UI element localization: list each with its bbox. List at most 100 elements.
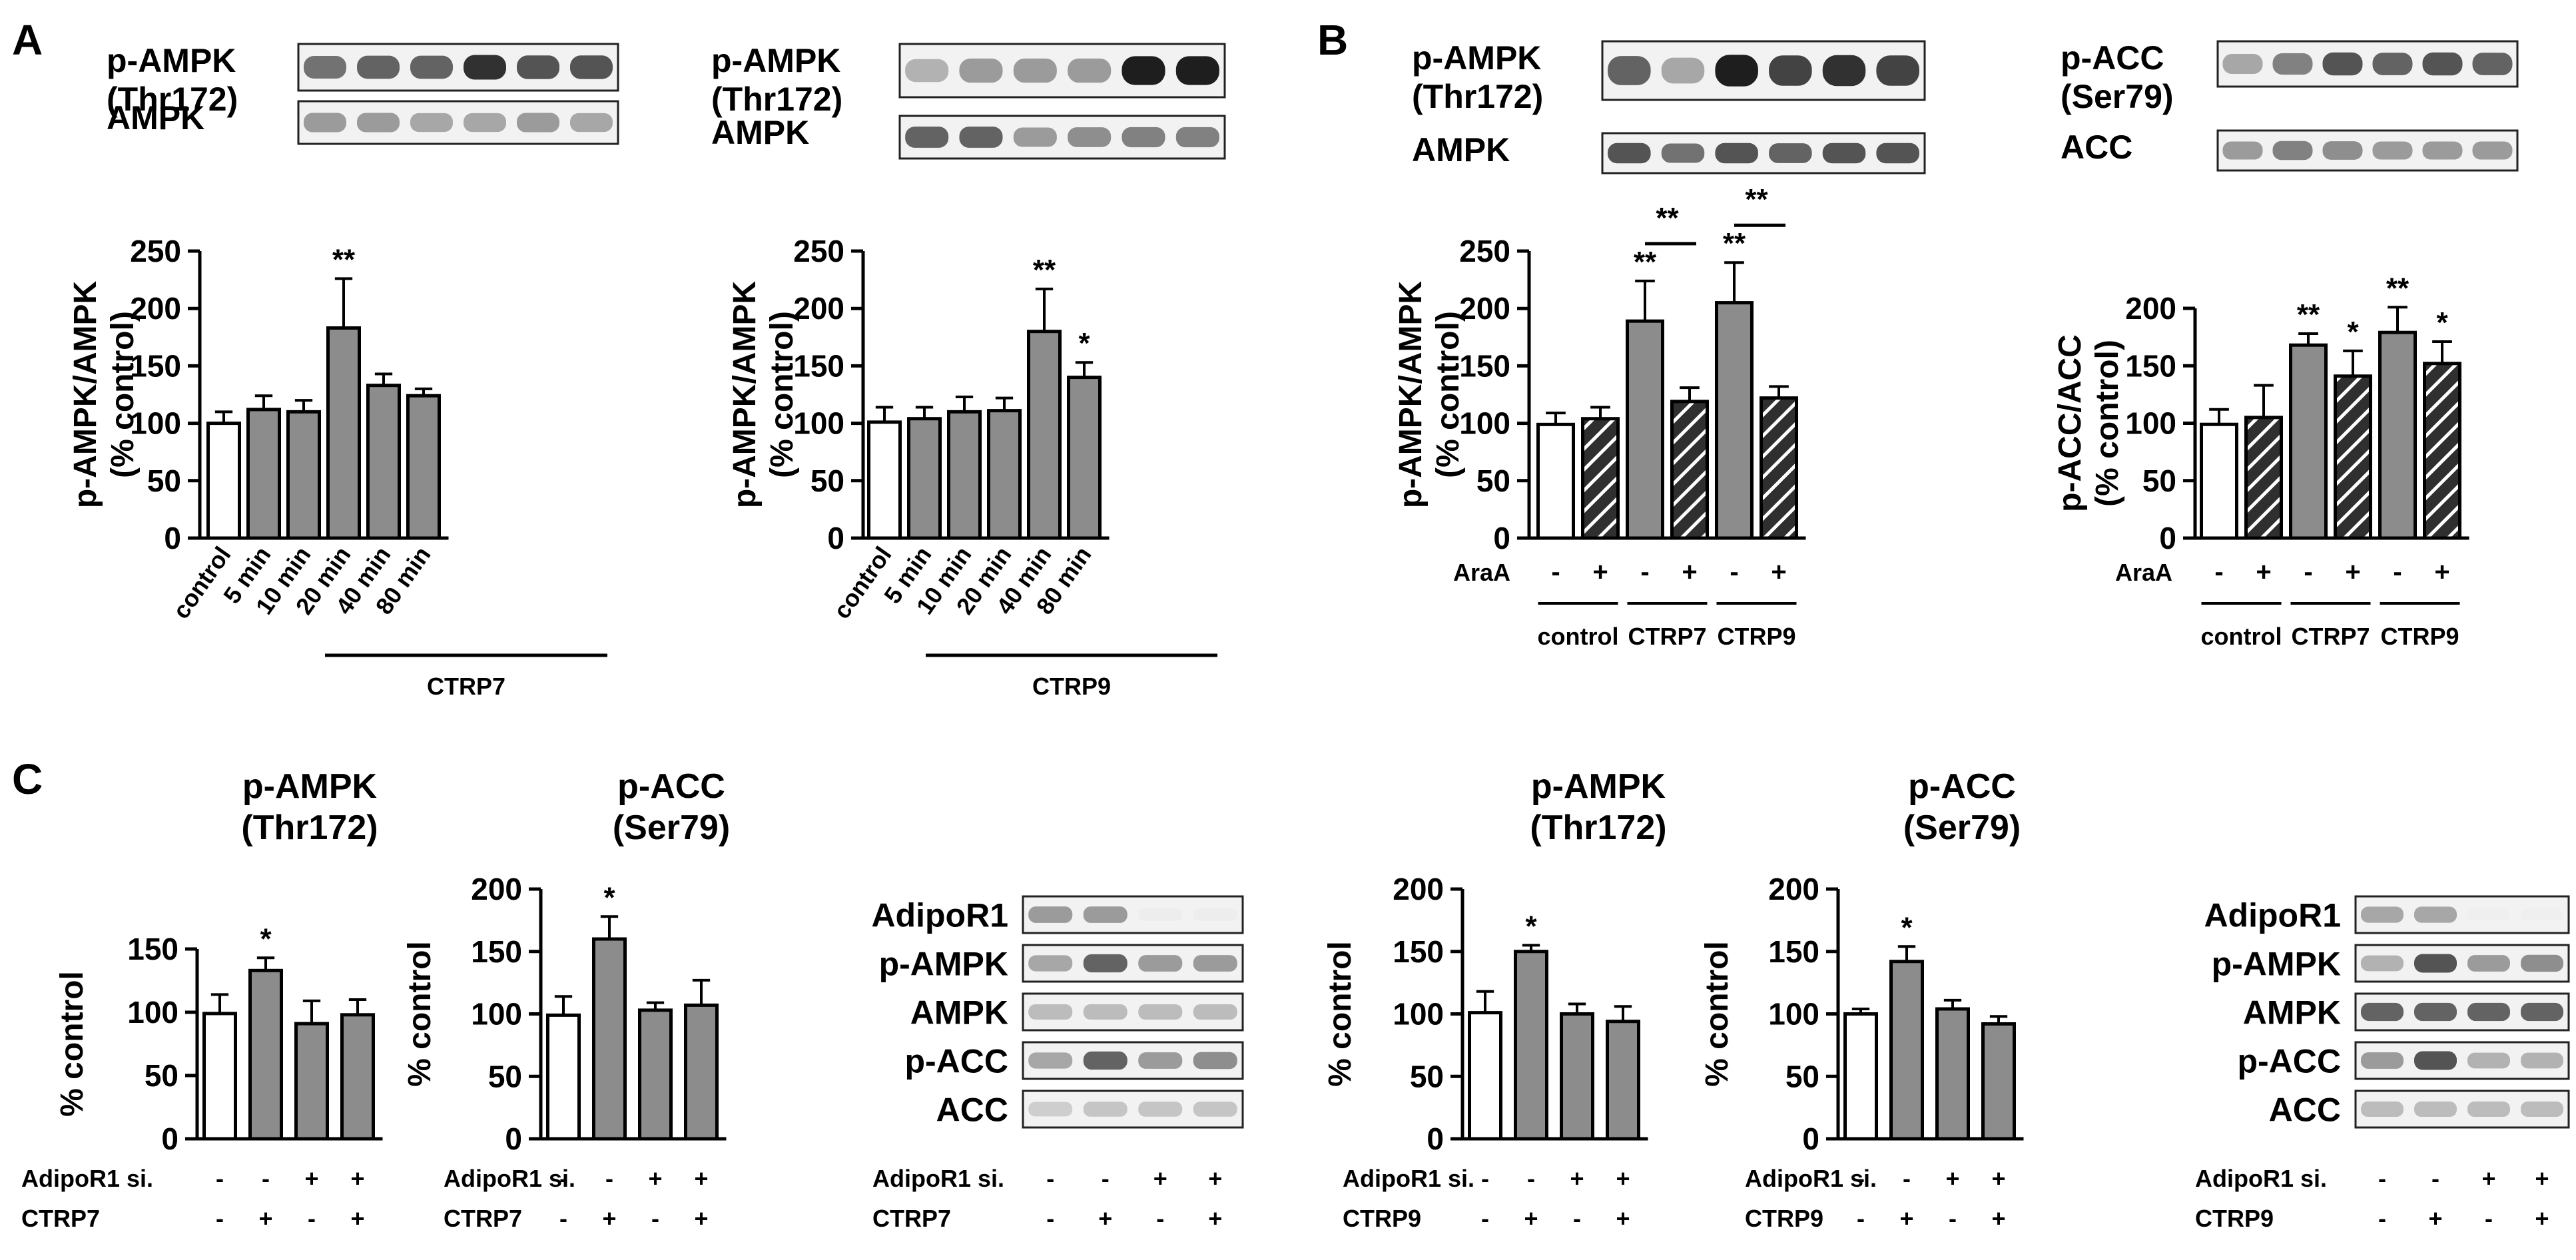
c-blots-2-cond-label: AdipoR1 si. (2195, 1165, 2327, 1192)
chart-b1-blot-0-band (1876, 55, 1919, 86)
chart-c2-y-tick-label: 150 (471, 934, 522, 969)
chart-a2-blot-0-band (1013, 58, 1057, 83)
chart-b2-category-label: - (2214, 557, 2223, 587)
c-blots-2-row-4-band (2467, 1101, 2510, 1117)
chart-c2-cond-mark: - (559, 1165, 567, 1192)
c-blots-1-row-0-band (1138, 908, 1183, 921)
chart-a1-blot-0-band (357, 55, 400, 79)
chart-b1-blot-1-band (1822, 143, 1866, 164)
chart-b1-blot-1-band (1876, 143, 1919, 164)
chart-a1-blot-label: (Thr172) (107, 81, 238, 118)
chart-b2-significance: ** (2297, 298, 2320, 331)
c-blots-2-row-0-band (2467, 908, 2510, 921)
chart-c2-cond-mark: - (651, 1205, 659, 1232)
chart-b1-blot-1-band (1608, 143, 1651, 164)
chart-c2-cond-mark: - (605, 1165, 613, 1192)
chart-c3-cond-mark: + (1570, 1165, 1584, 1192)
chart-a2-bar (907, 417, 942, 540)
chart-b1-y-label: (% control) (1431, 311, 1466, 478)
c-blots-1-row-2-band (1028, 1004, 1073, 1020)
chart-c4-cond-mark: - (1857, 1165, 1865, 1192)
chart-c2-bar (546, 1013, 581, 1141)
chart-a1-blot-1-band (570, 113, 613, 133)
chart-c3-cond-label: AdipoR1 si. (1343, 1165, 1474, 1192)
c-blots-1-row-0-band (1193, 908, 1237, 921)
chart-a2-blot-1-band (1013, 127, 1057, 147)
c-blots-1-row-2-band (1083, 1004, 1127, 1020)
chart-c2-cond-mark: + (602, 1205, 616, 1232)
chart-a2-blot-0-band (959, 58, 1003, 83)
chart-c3-bar (1560, 1012, 1594, 1141)
chart-c1-bar (340, 1013, 375, 1141)
chart-c2-cond-label: AdipoR1 si. (444, 1165, 575, 1192)
chart-c3-cond-mark: - (1573, 1205, 1581, 1232)
c-blots-2-cond-mark: + (2481, 1165, 2495, 1192)
chart-b2-blot-1-frame (2216, 129, 2519, 172)
chart-a1-blot-0-band (517, 55, 559, 79)
chart-b2-blot-1-band (2372, 141, 2413, 160)
chart-b2-category-label: - (2393, 557, 2402, 587)
c-blots-2-cond-mark: + (2535, 1205, 2549, 1232)
chart-a2-y-label: (% control) (765, 311, 800, 478)
chart-c4-y-tick-label: 100 (1768, 997, 1819, 1032)
c-blots-1-cond-label: AdipoR1 si. (872, 1165, 1004, 1192)
chart-a2-group-label: CTRP9 (1032, 673, 1111, 700)
c-blots-1-row-4-band (1193, 1102, 1237, 1117)
chart-b1-y-label: p-AMPK/AMPK (1393, 281, 1429, 509)
chart-c2-y-tick-label: 200 (471, 872, 522, 906)
c-blots-2-row-label: AMPK (2243, 994, 2341, 1032)
chart-a2-blot-1-frame (898, 115, 1226, 160)
chart-c4-y-tick-label: 150 (1768, 934, 1819, 969)
chart-b1-blot-0-band (1769, 55, 1812, 86)
chart-a2-blot-0-band (1175, 56, 1219, 85)
chart-b2-blot-label: (Ser79) (2061, 78, 2174, 115)
chart-b1-blot-0-band (1822, 55, 1866, 87)
chart-a2-y-tick-label: 100 (793, 406, 844, 441)
chart-c2-title: p-ACC (617, 767, 725, 806)
chart-a2-y-tick-label: 50 (810, 464, 844, 498)
chart-b1-bar (1536, 422, 1575, 540)
chart-b1-category-label: - (1730, 557, 1738, 587)
chart-a2-bar (867, 420, 902, 540)
chart-c3-cond-mark: - (1527, 1165, 1535, 1192)
chart-b1-bar (1581, 417, 1620, 540)
chart-c3-y-tick-label: 50 (1410, 1059, 1444, 1094)
panel-letter-a: A (12, 16, 43, 64)
chart-a2-y-label: p-AMPK/AMPK (727, 281, 763, 509)
chart-b2-blot-1-band (2422, 141, 2463, 160)
chart-c2-cond-mark: + (694, 1205, 708, 1232)
chart-c1-cond-mark: + (350, 1165, 364, 1192)
c-blots-1-row-label: p-AMPK (879, 946, 1008, 983)
chart-b1-blot-0-band (1661, 57, 1705, 84)
c-blots-2-row-4-band (2414, 1101, 2457, 1117)
chart-a2-blot-1-band (905, 127, 949, 148)
chart-b2-blot-0-band (2372, 53, 2413, 75)
chart-c1-cond-mark: - (308, 1205, 316, 1232)
chart-c2-y-tick-label: 100 (471, 997, 522, 1032)
chart-b2-y-tick-label: 100 (2125, 406, 2176, 441)
chart-b1-bar (1670, 400, 1709, 540)
chart-b1-blot-0-band (1715, 55, 1758, 87)
chart-b2-bar (2200, 422, 2238, 540)
chart-b2-blot-0-band (2322, 52, 2363, 76)
chart-c3-title: (Thr172) (1530, 808, 1666, 847)
chart-b2-blot-1-band (2272, 141, 2313, 160)
chart-c2-cond-mark: - (559, 1205, 567, 1232)
chart-c1-y-tick-label: 150 (127, 932, 178, 966)
chart-b1-y-tick-label: 150 (1459, 348, 1510, 383)
chart-a2-blot-1-band (1122, 127, 1165, 148)
chart-c2-bar (592, 937, 627, 1141)
chart-c1-cond-mark: - (216, 1165, 224, 1192)
chart-b2-category-label: + (2345, 557, 2360, 587)
chart-a1-significance: ** (332, 243, 356, 276)
c-blots-1-row-label: AMPK (910, 994, 1008, 1032)
chart-a2-blot-0-band (905, 59, 949, 83)
chart-a2-y-tick-label: 150 (793, 348, 844, 383)
chart-a1-bar (366, 384, 401, 540)
chart-c2-bar (638, 1008, 673, 1141)
chart-a1-y-tick-label: 250 (130, 234, 181, 268)
chart-c4-cond-mark: - (1949, 1205, 1957, 1232)
chart-b1-bracket-label: ** (1745, 183, 1768, 216)
panel-letter-c: C (12, 755, 43, 803)
